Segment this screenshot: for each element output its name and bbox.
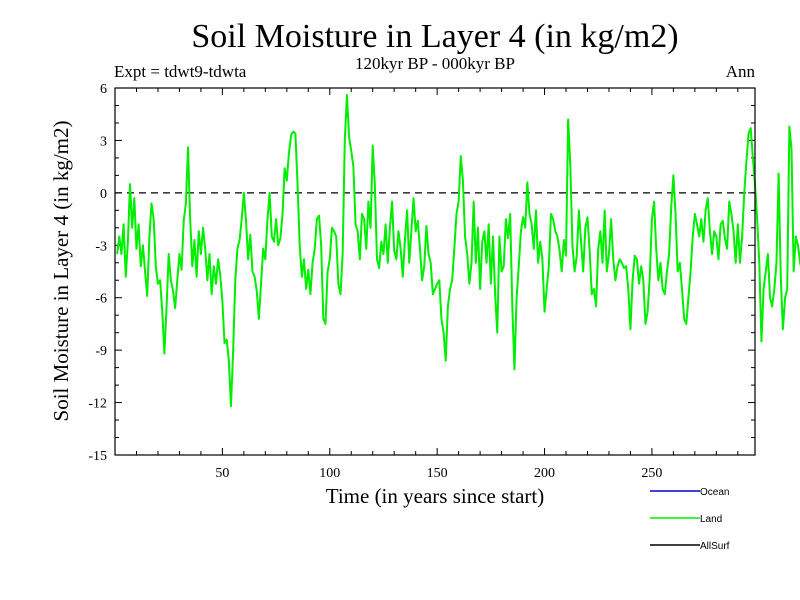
y-tick-label: 3 [100, 134, 107, 149]
legend-label-ocean: Ocean [700, 487, 729, 498]
series-line-land [116, 93, 800, 408]
chart-subtitle: 120kyr BP - 000kyr BP [355, 54, 515, 73]
season-label: Ann [726, 62, 756, 81]
x-tick-label: 150 [427, 466, 448, 481]
y-tick-label: 6 [100, 82, 107, 97]
y-tick-label: -15 [88, 449, 107, 464]
x-axis-label: Time (in years since start) [326, 484, 545, 508]
experiment-label: Expt = tdwt9-tdwta [114, 62, 247, 81]
x-tick-label: 50 [215, 466, 229, 481]
y-tick-label: -9 [95, 344, 107, 359]
legend: Ocean Land AllSurf [650, 487, 730, 552]
y-tick-label: -6 [95, 292, 107, 307]
plot-frame [114, 87, 756, 456]
x-tick-label: 100 [319, 466, 340, 481]
legend-label-land: Land [700, 514, 722, 525]
x-tick-label: 200 [534, 466, 555, 481]
y-tick-label: -12 [88, 397, 107, 412]
axis-ticks: -15 -12 -9 -6 -3 0 3 6 50 100 150 200 250 [88, 82, 755, 481]
chart-title: Soil Moisture in Layer 4 (in kg/m2) [191, 18, 678, 55]
legend-label-allsurf: AllSurf [700, 541, 730, 552]
x-tick-label: 250 [641, 466, 662, 481]
y-axis-label: Soil Moisture in Layer 4 (in kg/m2) [49, 121, 73, 422]
y-tick-label: 0 [100, 187, 107, 202]
y-tick-label: -3 [95, 239, 107, 254]
